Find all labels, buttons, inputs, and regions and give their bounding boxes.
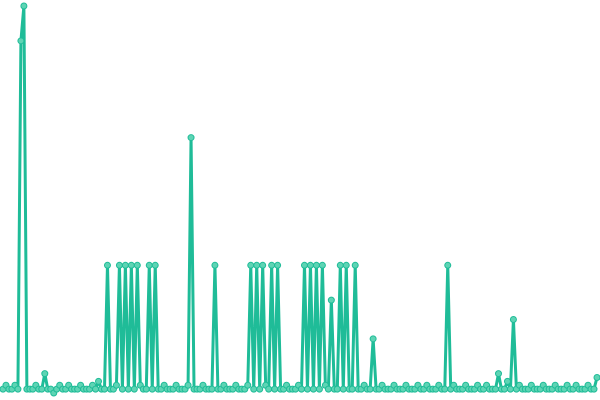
point — [115, 261, 123, 269]
point — [92, 385, 100, 393]
point — [187, 134, 195, 142]
point — [100, 385, 108, 393]
point — [300, 261, 308, 269]
point — [444, 261, 452, 269]
point — [130, 385, 138, 393]
point — [306, 261, 314, 269]
point — [351, 261, 359, 269]
point — [500, 385, 508, 393]
point — [250, 385, 258, 393]
line — [1, 4, 599, 395]
point — [133, 261, 141, 269]
point — [151, 261, 159, 269]
point — [20, 2, 28, 10]
point — [593, 374, 600, 382]
point — [145, 261, 153, 269]
point — [297, 385, 305, 393]
point — [17, 37, 25, 45]
point — [318, 261, 326, 269]
point — [590, 385, 598, 393]
point — [503, 377, 511, 385]
point — [265, 385, 273, 393]
point — [336, 261, 344, 269]
point — [339, 385, 347, 393]
point — [118, 385, 126, 393]
point — [333, 385, 341, 393]
point — [127, 261, 135, 269]
point — [327, 296, 335, 304]
point — [494, 370, 502, 378]
point — [124, 385, 132, 393]
point — [121, 261, 129, 269]
point — [41, 370, 49, 378]
point — [309, 385, 317, 393]
point — [366, 385, 374, 393]
point — [95, 377, 103, 385]
point — [112, 381, 120, 389]
point — [211, 261, 219, 269]
point — [369, 335, 377, 343]
point — [315, 385, 323, 393]
point — [506, 385, 514, 393]
point — [142, 385, 150, 393]
point — [38, 385, 46, 393]
point — [342, 261, 350, 269]
point — [274, 261, 282, 269]
point — [256, 385, 264, 393]
point — [268, 261, 276, 269]
point — [247, 261, 255, 269]
point — [303, 385, 311, 393]
point — [244, 381, 252, 389]
point — [324, 385, 332, 393]
point — [509, 315, 517, 323]
point — [312, 261, 320, 269]
point — [184, 381, 192, 389]
point — [253, 261, 261, 269]
point — [348, 385, 356, 393]
point — [492, 385, 500, 393]
point — [103, 261, 111, 269]
point — [271, 385, 279, 393]
point — [148, 385, 156, 393]
point — [441, 385, 449, 393]
point — [208, 385, 216, 393]
point — [259, 261, 267, 269]
point — [14, 385, 22, 393]
